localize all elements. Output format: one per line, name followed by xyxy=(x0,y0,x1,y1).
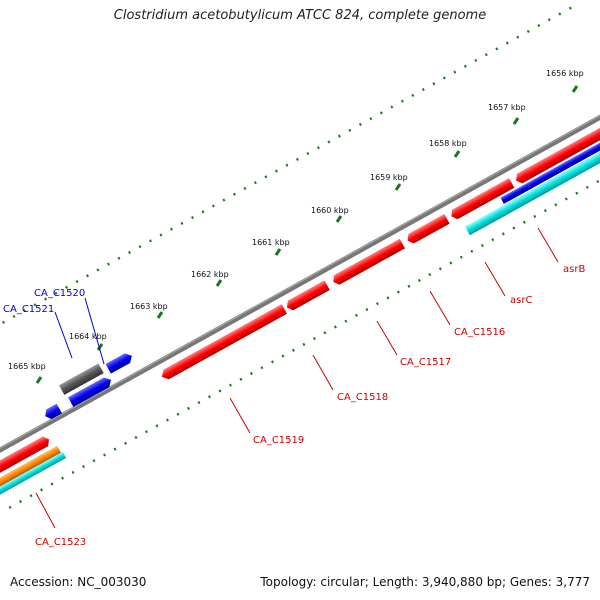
leader-ca-c1521 xyxy=(54,311,73,359)
gene-left-red[interactable] xyxy=(0,435,52,483)
gene-ca-c1521[interactable] xyxy=(68,375,114,408)
ruler-label-1664: 1664 kbp xyxy=(69,332,107,341)
ruler-tick xyxy=(35,376,43,384)
gene-ca-c1517[interactable] xyxy=(331,238,406,287)
ruler-tick xyxy=(156,311,164,319)
leader-asrc xyxy=(484,261,506,297)
gene-red-edge[interactable] xyxy=(561,118,600,160)
ruler-tick xyxy=(394,183,402,191)
backbone-highlight xyxy=(0,99,600,459)
leader-ca-c1518 xyxy=(312,354,334,391)
ruler-tick xyxy=(274,248,282,256)
label-ca-c1517[interactable]: CA_C1517 xyxy=(400,357,451,368)
label-ca-c1519[interactable]: CA_C1519 xyxy=(253,435,304,446)
genome-title: Clostridium acetobutylicum ATCC 824, com… xyxy=(113,8,487,23)
ruler-label-1659: 1659 kbp xyxy=(370,173,408,182)
gene-blue-arrow[interactable] xyxy=(43,403,63,421)
label-ca-c1523[interactable]: CA_C1523 xyxy=(35,537,86,548)
ruler-ticks xyxy=(35,85,579,384)
gene-ca-c1516[interactable] xyxy=(405,214,450,245)
ruler-label-1660: 1660 kbp xyxy=(311,206,349,215)
ruler-tick xyxy=(215,279,223,287)
label-ca-c1518[interactable]: CA_C1518 xyxy=(337,392,388,403)
outer-ruler-line xyxy=(0,3,578,365)
leader-asrb xyxy=(537,227,559,263)
topology-text: Topology: circular; Length: 3,940,880 bp… xyxy=(260,575,590,589)
label-asrc[interactable]: asrC xyxy=(510,295,532,306)
gene-left-orange[interactable] xyxy=(0,445,61,493)
leader-ca-c1519 xyxy=(229,397,251,434)
ruler-label-1663: 1663 kbp xyxy=(130,302,168,311)
ruler-tick xyxy=(571,85,579,93)
ruler-label-1658: 1658 kbp xyxy=(429,139,467,148)
ruler-label-1662: 1662 kbp xyxy=(191,270,229,279)
ruler-tick xyxy=(453,150,461,158)
gene-labels: CA_C1520 CA_C1521 asrB asrC CA_C1516 CA_… xyxy=(3,264,585,548)
leader-ca-c1520 xyxy=(84,297,105,365)
label-ca-c1516[interactable]: CA_C1516 xyxy=(454,327,505,338)
backbone xyxy=(0,98,600,462)
ruler-label-1657: 1657 kbp xyxy=(488,103,526,112)
ruler-labels: 1656 kbp 1657 kbp 1658 kbp 1659 kbp 1660… xyxy=(8,69,584,371)
ruler-label-1665: 1665 kbp xyxy=(8,362,46,371)
label-leaders xyxy=(35,227,559,529)
gene-asrb[interactable] xyxy=(513,147,570,186)
gene-asrc[interactable] xyxy=(449,178,515,221)
gene-ca-c1518[interactable] xyxy=(284,280,330,312)
ruler-tick xyxy=(512,117,520,125)
ruler-label-1661: 1661 kbp xyxy=(252,238,290,247)
leader-ca-c1516 xyxy=(429,290,451,326)
ruler-tick xyxy=(335,215,343,223)
gene-ca-c1520[interactable] xyxy=(59,363,104,395)
gene-ca-c1519[interactable] xyxy=(159,304,287,381)
gene-small-blue[interactable] xyxy=(105,351,135,374)
gene-left-cyan[interactable] xyxy=(0,451,67,499)
label-ca-c1521[interactable]: CA_C1521 xyxy=(3,304,54,315)
label-ca-c1520[interactable]: CA_C1520 xyxy=(34,288,85,299)
gene-blue-strip[interactable] xyxy=(500,139,600,204)
accession-text: Accession: NC_003030 xyxy=(10,575,147,589)
ruler-label-1656: 1656 kbp xyxy=(546,69,584,78)
leader-ca-c1523 xyxy=(35,492,56,529)
label-asrb[interactable]: asrB xyxy=(563,264,585,275)
leader-ca-c1517 xyxy=(376,320,398,356)
ruler-tick xyxy=(96,343,104,351)
